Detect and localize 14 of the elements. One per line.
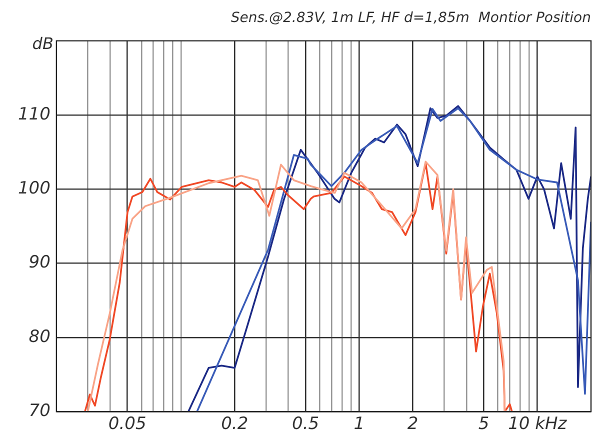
x-tick-label: 10 kHz: [508, 414, 568, 434]
x-tick-label: 0.5: [292, 414, 320, 434]
x-tick-label: 5: [478, 414, 490, 434]
x-tick-label: 2: [407, 414, 418, 434]
x-tick-label: 0.05: [108, 414, 146, 434]
x-tick-label: 0.2: [221, 414, 248, 434]
y-tick-label: 100: [18, 178, 50, 199]
y-tick-label: 90: [28, 252, 50, 273]
y-axis-title: dB: [32, 34, 54, 53]
y-tick-label: 110: [18, 104, 50, 124]
y-tick-label: 70: [28, 401, 50, 422]
x-tick-label: 1: [354, 414, 365, 434]
y-tick-label: 80: [28, 326, 50, 347]
chart-title: Sens.@2.83V, 1m LF, HF d=1,85m Montior Position: [230, 10, 591, 26]
